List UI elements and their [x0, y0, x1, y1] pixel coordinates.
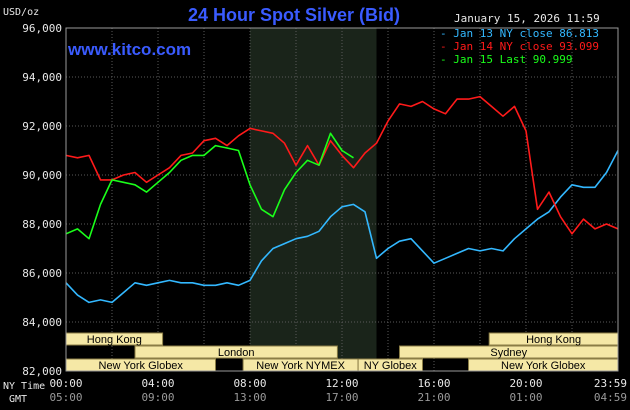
series-line	[65, 150, 619, 304]
plot-frame	[65, 27, 619, 372]
x-tick-label-gmt: 13:00	[233, 391, 266, 404]
session-label: Hong Kong	[526, 334, 581, 346]
x-tick-label-gmt: 21:00	[417, 391, 450, 404]
axes: 96,000 94,000 92,000 90,000 88,000 86,000 84,0…	[3, 22, 627, 405]
x-tick-label-ny: 08:00	[233, 377, 266, 390]
session-label: NY Globex	[364, 360, 417, 372]
ny-time-row-label: NY Time	[3, 381, 45, 392]
y-tick-label: 90,000	[22, 169, 62, 182]
timestamp: January 15, 2026 11:59	[454, 12, 600, 25]
x-tick-label-gmt: 17:00	[325, 391, 358, 404]
x-tick-label-ny: 04:00	[141, 377, 174, 390]
legend-entry: - Jan 14 NY close 93.099	[440, 40, 599, 53]
series-line	[65, 95, 619, 235]
y-tick-label: 94,000	[22, 71, 62, 84]
gridlines	[65, 27, 619, 372]
session-label: New York Globex	[99, 360, 184, 372]
x-tick-label-ny: 20:00	[509, 377, 542, 390]
session-label: New York Globex	[501, 360, 586, 372]
session-bar	[134, 345, 338, 359]
y-tick-label: 96,000	[22, 22, 62, 35]
legend-entry: - Jan 13 NY close 86.813	[440, 27, 599, 40]
x-tick-label-gmt: 04:59	[594, 391, 627, 404]
gmt-row-label: GMT	[9, 394, 27, 405]
series-line	[65, 132, 354, 240]
highlight-band	[250, 28, 377, 371]
session-label: Sydney	[490, 347, 527, 359]
series-lines	[65, 95, 619, 304]
y-tick-label: 84,000	[22, 316, 62, 329]
legend: - Jan 13 NY close 86.813- Jan 14 NY clos…	[440, 27, 599, 66]
y-tick-label: 86,000	[22, 267, 62, 280]
session-label: New York NYMEX	[256, 360, 345, 372]
y-tick-label: 88,000	[22, 218, 62, 231]
x-tick-label-ny: 16:00	[417, 377, 450, 390]
y-axis-label: USD/oz	[3, 7, 39, 18]
x-tick-label-ny: 23:59	[594, 377, 627, 390]
y-tick-label: 92,000	[22, 120, 62, 133]
x-tick-label-ny: 12:00	[325, 377, 358, 390]
x-tick-label-gmt: 01:00	[509, 391, 542, 404]
legend-entry: - Jan 15 Last 90.999	[440, 53, 572, 66]
session-label: Hong Kong	[87, 334, 142, 346]
x-tick-label-ny: 00:00	[49, 377, 82, 390]
x-tick-label-gmt: 09:00	[141, 391, 174, 404]
y-tick-label: 82,000	[22, 365, 62, 378]
x-tick-label-gmt: 05:00	[49, 391, 82, 404]
chart-title: 24 Hour Spot Silver (Bid)	[188, 5, 400, 25]
session-label: London	[218, 347, 255, 359]
site-watermark: www.kitco.com	[67, 40, 191, 59]
